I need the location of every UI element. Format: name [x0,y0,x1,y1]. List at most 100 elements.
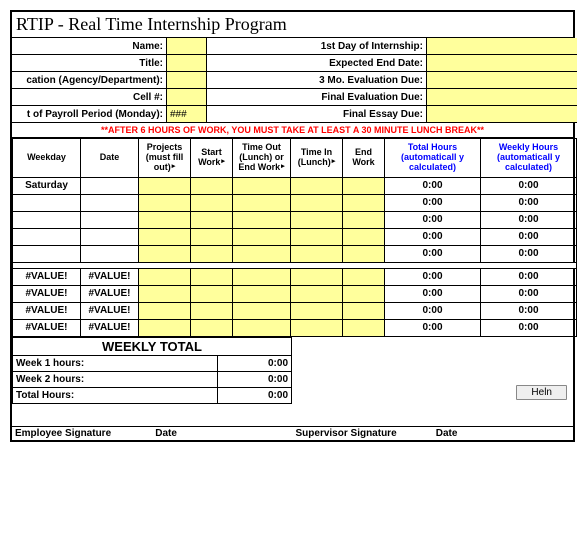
timeout-cell[interactable] [233,194,291,211]
start-cell[interactable] [191,194,233,211]
timein-cell[interactable] [291,177,343,194]
timeout-cell[interactable] [233,319,291,336]
start-cell[interactable] [191,177,233,194]
start-cell[interactable] [191,302,233,319]
weekday-cell: #VALUE! [13,285,81,302]
end-cell[interactable] [343,177,385,194]
dropdown-icon[interactable]: ▸ [172,163,176,171]
hdr-agency-input[interactable] [167,72,207,89]
end-cell[interactable] [343,245,385,262]
timein-cell[interactable] [291,228,343,245]
dropdown-icon[interactable]: ▸ [281,163,285,171]
date1-label: Date [152,427,292,440]
projects-cell[interactable] [139,194,191,211]
timein-cell[interactable] [291,302,343,319]
total-cell: 0:00 [385,245,481,262]
table-header-row: Weekday Date Projects (must fill out)▸ S… [13,139,577,178]
start-cell[interactable] [191,268,233,285]
hdr-cell-input[interactable] [167,89,207,106]
total-cell: 0:00 [385,302,481,319]
timein-cell[interactable] [291,285,343,302]
weekly-cell: 0:00 [481,245,577,262]
table-row: 0:000:00 [13,245,577,262]
end-cell[interactable] [343,302,385,319]
timeout-cell[interactable] [233,268,291,285]
date-cell: #VALUE! [81,319,139,336]
week1-value: 0:00 [218,355,292,371]
weekly-cell: 0:00 [481,268,577,285]
projects-cell[interactable] [139,228,191,245]
weekday-cell [13,211,81,228]
timein-cell[interactable] [291,268,343,285]
help-button[interactable]: Heln [516,385,567,400]
hdr-3mo-input[interactable] [427,72,577,89]
weekly-total-table: WEEKLY TOTAL Week 1 hours:0:00 Week 2 ho… [12,337,292,404]
timein-cell[interactable] [291,319,343,336]
end-cell[interactable] [343,194,385,211]
start-cell[interactable] [191,285,233,302]
timesheet-table: Weekday Date Projects (must fill out)▸ S… [12,138,577,337]
timein-cell[interactable] [291,211,343,228]
projects-cell[interactable] [139,211,191,228]
projects-cell[interactable] [139,268,191,285]
timeout-cell[interactable] [233,177,291,194]
table-row: 0:000:00 [13,228,577,245]
projects-cell[interactable] [139,319,191,336]
hdr-finaleval-label: Final Evaluation Due: [207,89,427,106]
timein-cell[interactable] [291,245,343,262]
table-row: #VALUE!#VALUE!0:000:00 [13,302,577,319]
supervisor-signature-label: Supervisor Signature [293,427,433,440]
weekly-cell: 0:00 [481,319,577,336]
end-cell[interactable] [343,319,385,336]
end-cell[interactable] [343,211,385,228]
date-cell: #VALUE! [81,302,139,319]
projects-cell[interactable] [139,302,191,319]
timeout-cell[interactable] [233,285,291,302]
hdr-agency-label: cation (Agency/Department): [12,72,167,89]
total-cell: 0:00 [385,228,481,245]
projects-cell[interactable] [139,177,191,194]
timeout-cell[interactable] [233,302,291,319]
hdr-finaleval-input[interactable] [427,89,577,106]
end-cell[interactable] [343,268,385,285]
start-cell[interactable] [191,319,233,336]
table-row: #VALUE!#VALUE!0:000:00 [13,285,577,302]
start-cell[interactable] [191,245,233,262]
start-cell[interactable] [191,211,233,228]
hdr-payroll-label: t of Payroll Period (Monday): [12,106,167,123]
date-cell [81,194,139,211]
hdr-enddate-label: Expected End Date: [207,55,427,72]
timeout-cell[interactable] [233,245,291,262]
hdr-essay-label: Final Essay Due: [207,106,427,123]
hdr-title-input[interactable] [167,55,207,72]
start-cell[interactable] [191,228,233,245]
weekly-cell: 0:00 [481,194,577,211]
end-cell[interactable] [343,285,385,302]
hdr-enddate-input[interactable] [427,55,577,72]
hdr-cell-label: Cell #: [12,89,167,106]
signature-row: Employee Signature Date Supervisor Signa… [12,426,573,440]
end-cell[interactable] [343,228,385,245]
hdr-payroll-input[interactable]: ### [167,106,207,123]
projects-cell[interactable] [139,285,191,302]
total-cell: 0:00 [385,194,481,211]
weekday-cell [13,194,81,211]
hdr-name-label: Name: [12,38,167,55]
date-cell [81,245,139,262]
dropdown-icon[interactable]: ▸ [332,158,336,166]
hdr-firstday-input[interactable] [427,38,577,55]
table-row: #VALUE!#VALUE!0:000:00 [13,319,577,336]
total-cell: 0:00 [385,285,481,302]
timeout-cell[interactable] [233,211,291,228]
dropdown-icon[interactable]: ▸ [221,158,225,166]
totalhours-label: Total Hours: [13,387,218,403]
weekday-cell: Saturday [13,177,81,194]
date-cell [81,211,139,228]
timein-cell[interactable] [291,194,343,211]
hdr-name-input[interactable] [167,38,207,55]
header-section: Name: 1st Day of Internship: Title: Expe… [12,38,573,123]
col-date: Date [81,139,139,178]
timeout-cell[interactable] [233,228,291,245]
projects-cell[interactable] [139,245,191,262]
hdr-essay-input[interactable] [427,106,577,123]
